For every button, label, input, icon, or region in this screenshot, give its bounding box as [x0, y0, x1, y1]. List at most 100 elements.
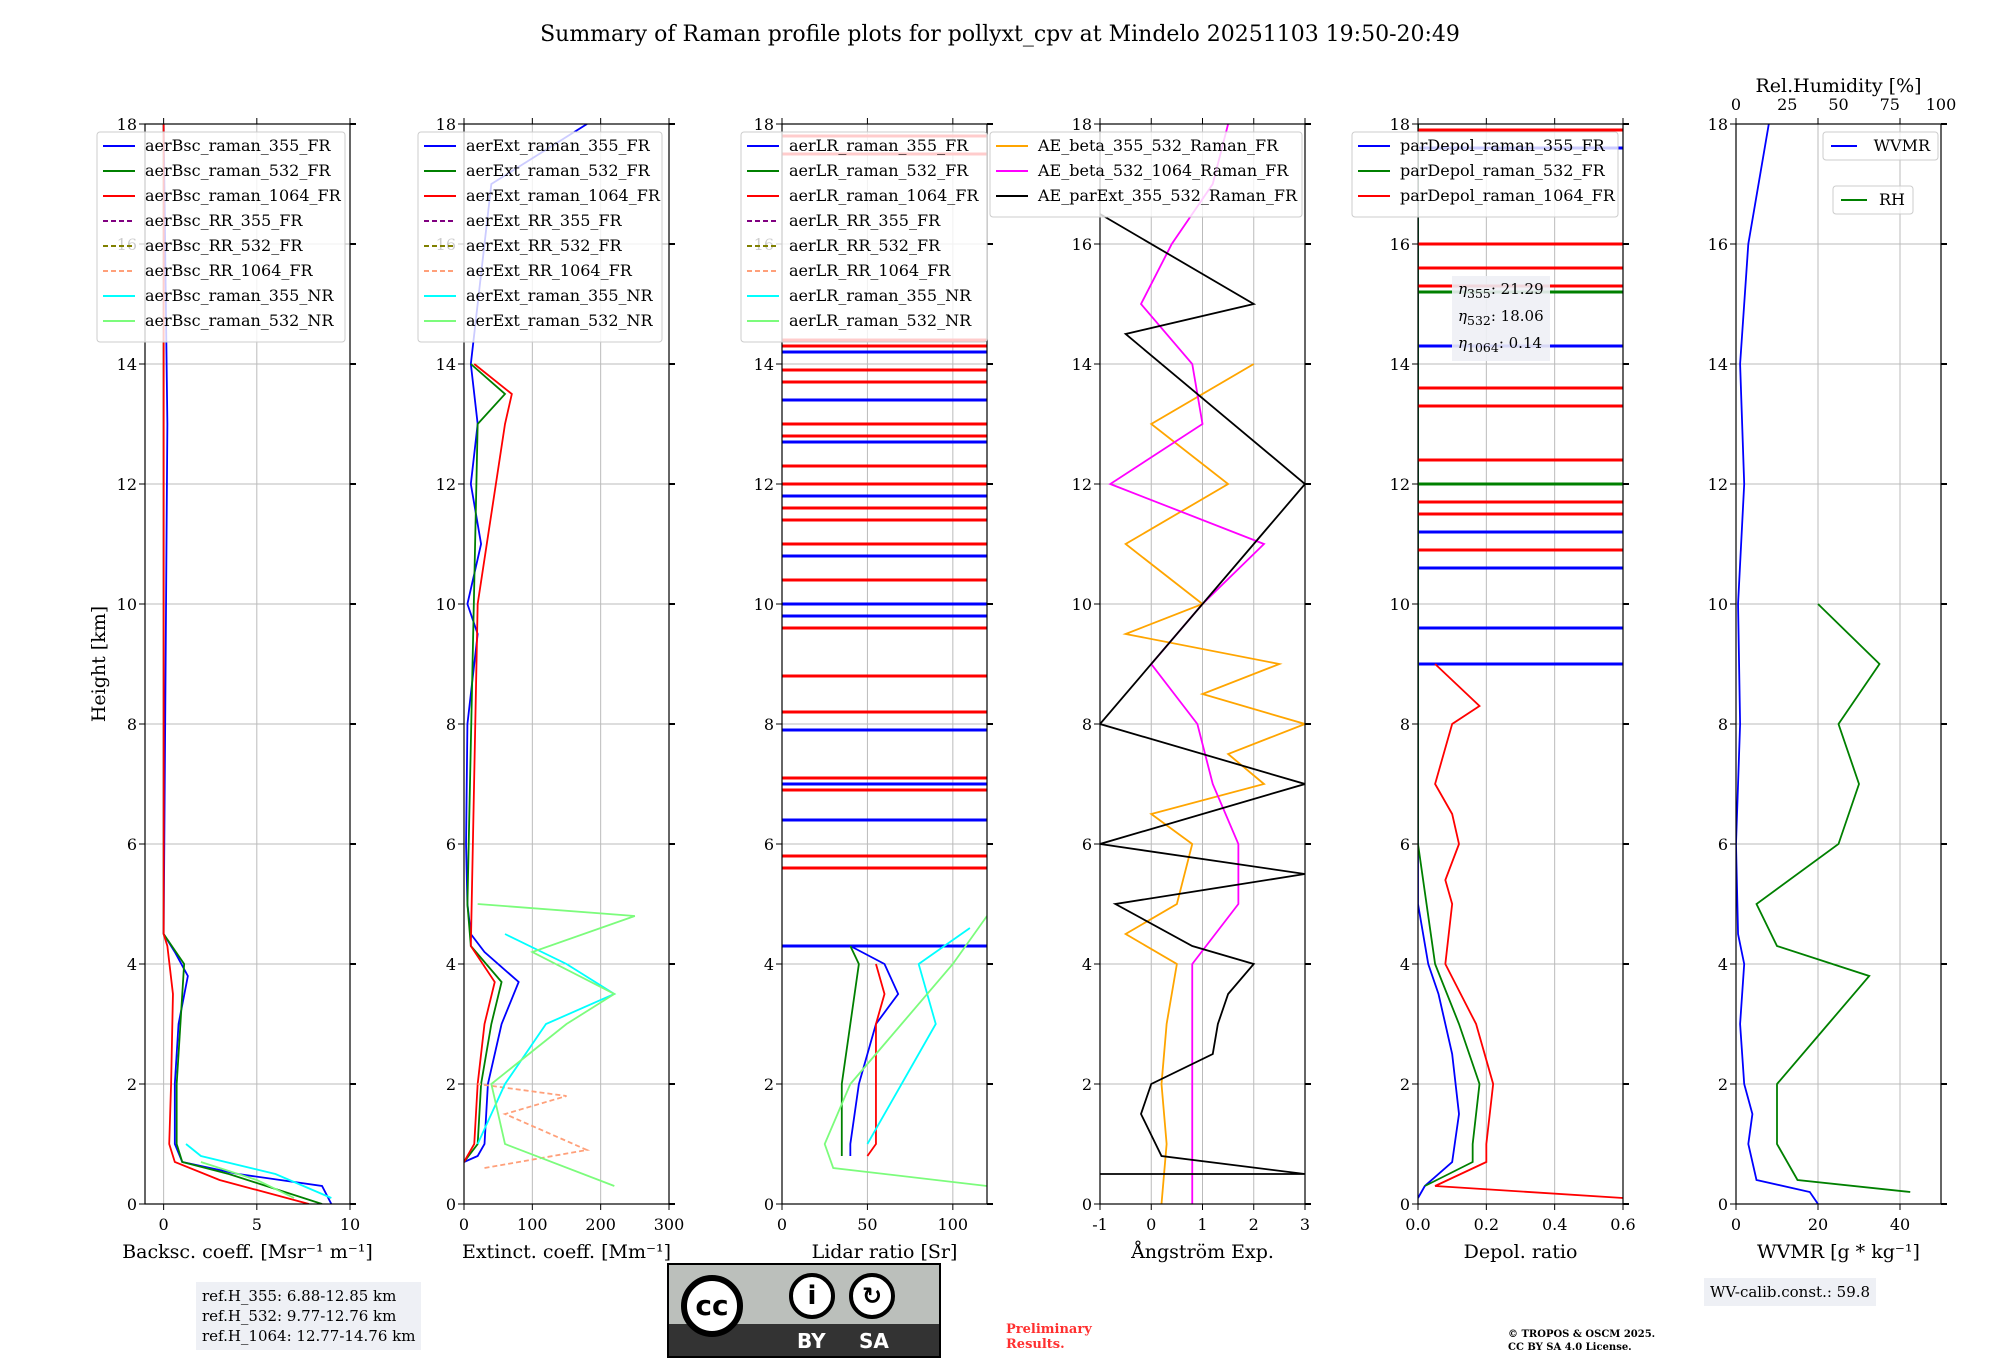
y-tick-label: 16 [1708, 235, 1728, 254]
x-tick-label: 20 [1808, 1215, 1828, 1234]
y-tick-label: 14 [117, 355, 137, 374]
y-tick-label: 12 [1708, 475, 1728, 494]
ref-height-355: ref.H_355: 6.88-12.85 km [202, 1287, 397, 1305]
legend-label: aerExt_RR_532_FR [466, 236, 623, 255]
panel-1: 0510024681012141618Backsc. coeff. [Msr⁻¹… [88, 115, 373, 1263]
y-tick-label: 14 [1072, 355, 1092, 374]
y-tick-label: 14 [1708, 355, 1728, 374]
legend-label: aerBsc_raman_532_FR [145, 161, 331, 180]
copyright-note: © TROPOS & OSCM 2025. CC BY SA 4.0 Licens… [1508, 1329, 1656, 1353]
y-tick-label: 18 [1708, 115, 1728, 134]
top-x-axis-label: Rel.Humidity [%] [1755, 75, 1921, 97]
series-aerExt_RR_1064_FR [477, 1083, 591, 1169]
legend-label: aerExt_raman_355_NR [466, 286, 654, 305]
series-aerExt_raman_532_FR [464, 363, 507, 1163]
legend-label: aerExt_raman_1064_FR [466, 186, 661, 205]
legend-label: RH [1879, 190, 1905, 209]
y-tick-label: 14 [1390, 355, 1410, 374]
legend-label: aerExt_raman_355_FR [466, 136, 651, 155]
series-aerExt_raman_1064_FR [464, 363, 513, 1163]
ref-height-532: ref.H_532: 9.77-12.76 km [202, 1307, 397, 1325]
wv-calibration-box: WV-calib.const.: 59.8 [1704, 1278, 1877, 1306]
series-aerBsc_raman_532_FR [162, 124, 323, 1204]
series-WVMR [1736, 124, 1819, 1204]
legend-label: aerBsc_raman_355_NR [145, 286, 334, 305]
y-tick-label: 16 [1072, 235, 1092, 254]
series-AE_parExt_355_532_Raman_FR [1100, 213, 1305, 1175]
data-layer [782, 134, 987, 1187]
y-tick-label: 10 [1390, 595, 1410, 614]
legend-label: aerBsc_raman_532_NR [145, 311, 334, 330]
top-x-tick-label: 50 [1828, 95, 1848, 114]
y-tick-label: 8 [764, 715, 774, 734]
y-tick-label: 4 [446, 955, 456, 974]
x-axis-label: Extinct. coeff. [Mm⁻¹] [462, 1241, 671, 1263]
y-tick-label: 18 [754, 115, 774, 134]
data-layer [1736, 124, 1911, 1204]
legend-box [740, 131, 988, 343]
y-tick-label: 0 [127, 1195, 137, 1214]
x-tick-label: 300 [654, 1215, 685, 1234]
data-layer [1100, 124, 1305, 1204]
legend-box [989, 131, 1303, 218]
ref-height-1064: ref.H_1064: 12.77-14.76 km [202, 1327, 416, 1345]
legend: parDepol_raman_355_FR parDepol_raman_532_… [1351, 131, 1619, 218]
y-tick-label: 10 [754, 595, 774, 614]
sa-label: SA [859, 1329, 889, 1353]
y-tick-label: 12 [436, 475, 456, 494]
y-tick-label: 2 [127, 1075, 137, 1094]
x-axis-label: Backsc. coeff. [Msr⁻¹ m⁻¹] [122, 1241, 373, 1263]
legend-box [96, 131, 346, 343]
person-icon: i [789, 1273, 835, 1319]
legend-box [1822, 131, 1939, 161]
x-axis-label: Lidar ratio [Sr] [812, 1241, 958, 1263]
y-tick-label: 6 [1400, 835, 1410, 854]
y-tick-label: 16 [1390, 235, 1410, 254]
y-tick-label: 8 [1400, 715, 1410, 734]
y-tick-label: 18 [436, 115, 456, 134]
y-tick-label: 2 [1082, 1075, 1092, 1094]
axes-frame [144, 123, 351, 1205]
series-aerExt_raman_532_NR [477, 903, 636, 1187]
top-x-tick-label: 75 [1880, 95, 1900, 114]
cc-by-sa-logo: cc i ↻ BY SA [667, 1263, 941, 1358]
series-aerExt_raman_355_NR [476, 933, 617, 1145]
axes-frame [463, 123, 670, 1205]
y-tick-label: 8 [446, 715, 456, 734]
series-parDepol_raman_1064_FR [1434, 663, 1623, 1199]
legend-WVMR: WVMR [1822, 131, 1939, 161]
by-label: BY [797, 1329, 826, 1353]
y-tick-label: 6 [127, 835, 137, 854]
legend-label: parDepol_raman_355_FR [1400, 136, 1606, 155]
y-tick-label: 14 [754, 355, 774, 374]
legend-box [1351, 131, 1619, 218]
axes-frame [1417, 123, 1624, 1205]
y-tick-label: 14 [436, 355, 456, 374]
series-AE_beta_532_1064_Raman_FR [1108, 124, 1266, 1204]
legend-label: aerBsc_raman_355_FR [145, 136, 331, 155]
legend-label: aerExt_RR_355_FR [466, 211, 623, 230]
y-tick-label: 6 [1718, 835, 1728, 854]
legend-label: aerBsc_raman_1064_FR [145, 186, 342, 205]
panel-6: 0 20 40 0 2 4 6 8 10 12 14 16 18 WVMR [g * kg⁻¹] 0 25 50… [1708, 75, 1957, 1263]
y-tick-label: 18 [117, 115, 137, 134]
y-tick-label: 6 [1082, 835, 1092, 854]
x-tick-label: 5 [252, 1215, 262, 1234]
x-tick-label: 40 [1890, 1215, 1910, 1234]
series-aerBsc_raman_532_NR [200, 1161, 295, 1199]
series-aerLR_raman_532_NR [823, 915, 987, 1187]
data-layer [464, 124, 636, 1187]
preliminary-note: Preliminary Results. [1006, 1322, 1092, 1352]
legend-label: aerBsc_RR_1064_FR [145, 261, 314, 280]
legend: AE_beta_355_532_Raman_FR AE_beta_532_1064… [989, 131, 1303, 218]
legend-label: AE_beta_355_532_Raman_FR [1037, 136, 1279, 155]
y-tick-label: 4 [1400, 955, 1410, 974]
x-axis-label: WVMR [g * kg⁻¹] [1757, 1241, 1920, 1263]
x-tick-label: 100 [517, 1215, 548, 1234]
x-tick-label: 0 [159, 1215, 169, 1234]
x-tick-label: 100 [938, 1215, 969, 1234]
y-tick-label: 2 [446, 1075, 456, 1094]
legend-label: aerExt_raman_532_FR [466, 161, 651, 180]
legend: aerBsc_raman_355_FR aerBsc_raman_532_FRae… [96, 131, 346, 343]
